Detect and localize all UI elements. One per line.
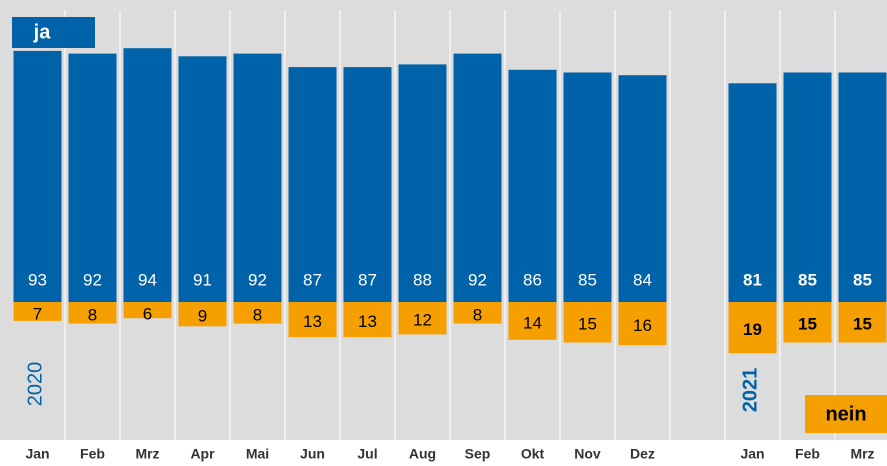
bar-nein [453,302,502,324]
value-label: 92 [248,270,267,289]
value-label: 13 [358,312,377,331]
bar-nein [563,302,612,343]
value-label: 92 [83,270,102,289]
bar-nein [838,302,887,343]
value-label: 86 [523,270,542,289]
x-tick-label: Mrz [850,446,874,462]
bar-ja [453,53,502,302]
value-label: 93 [28,270,47,289]
value-label: 8 [253,305,262,324]
bar-ja [728,83,777,302]
x-tick-label: Okt [521,446,545,462]
legend-nein: nein [825,403,866,425]
legend-nein-box [805,395,887,433]
bar-nein [618,302,667,346]
x-tick-label: Sep [465,446,491,462]
value-label: 91 [193,270,212,289]
bar-ja [618,75,667,302]
bar-ja [233,53,282,302]
bar-ja [398,64,447,303]
bar-ja [838,72,887,302]
bar-ja [508,69,557,302]
value-label: 7 [33,304,42,323]
bar-ja [68,53,117,302]
legend-ja-box [12,17,95,48]
value-label: 13 [303,312,322,331]
value-label: 94 [138,270,157,289]
x-tick-label: Jan [740,446,764,462]
value-label: 87 [303,270,322,289]
x-tick-label: Dez [630,446,655,462]
year-label: 2021 [739,368,761,413]
bar-ja [343,67,392,302]
bar-nein [13,302,62,321]
x-tick-label: Apr [190,446,215,462]
year-label: 2020 [24,362,46,407]
bar-ja [178,56,227,302]
value-label: 16 [633,316,652,335]
value-label: 12 [413,311,432,330]
grid [64,10,836,440]
bar-ja [563,72,612,302]
bar-nein [508,302,557,340]
value-label: 8 [473,305,482,324]
bar-nein [783,302,832,343]
value-label: 9 [198,307,207,326]
value-label: 14 [523,313,542,332]
x-tick-label: Feb [795,446,820,462]
value-label: 84 [633,270,652,289]
bar-ja [783,72,832,302]
bar-ja [123,48,172,303]
value-label: 85 [853,270,872,289]
marks: 9379289469199288713871388129288614851584… [13,48,887,354]
value-label: 15 [853,315,872,334]
x-tick-label: Feb [80,446,105,462]
value-label: 87 [358,270,377,289]
x-tick-label: Jun [300,446,325,462]
value-label: 8 [88,305,97,324]
x-tick-label: Jul [357,446,377,462]
value-label: 19 [743,320,762,339]
bar-nein [123,302,172,319]
bar-nein [178,302,227,327]
bar-nein [398,302,447,335]
value-label: 81 [743,270,762,289]
x-tick-label: Mrz [135,446,159,462]
value-label: 88 [413,270,432,289]
value-label: 85 [578,270,597,289]
bar-nein [728,302,777,354]
x-tick-label: Aug [409,446,436,462]
bar-ja [288,67,337,302]
bar-nein [233,302,282,324]
legend-ja: ja [33,21,52,43]
value-label: 15 [798,315,817,334]
bar-nein [68,302,117,324]
bar-ja [13,50,62,303]
x-tick-label: Jan [25,446,49,462]
bar-nein [288,302,337,338]
value-label: 85 [798,270,817,289]
value-label: 15 [578,315,597,334]
value-label: 92 [468,270,487,289]
value-label: 6 [143,304,152,323]
x-tick-label: Mai [246,446,269,462]
x-tick-label: Nov [574,446,601,462]
bar-nein [343,302,392,338]
